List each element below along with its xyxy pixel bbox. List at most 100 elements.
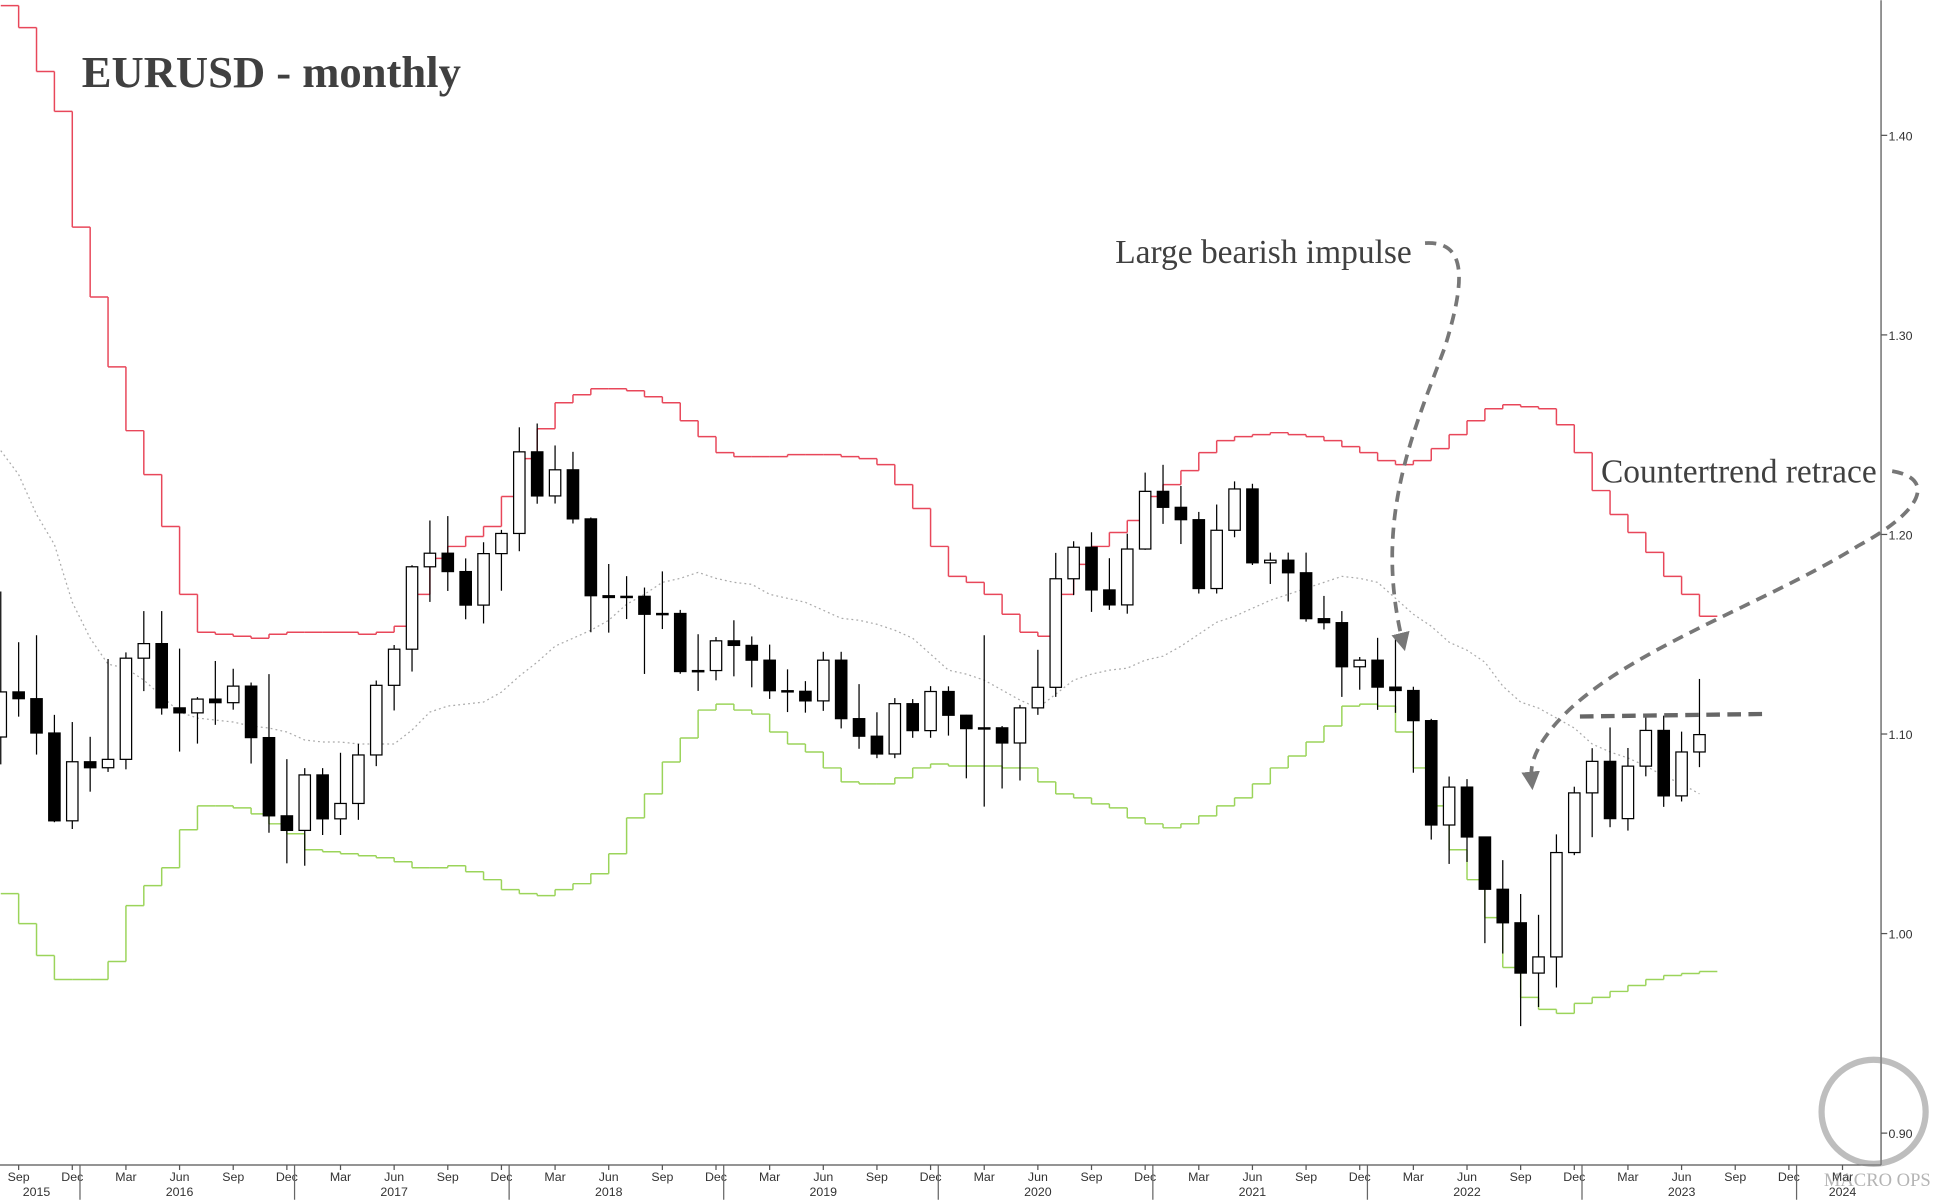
candle-body bbox=[1299, 572, 1313, 620]
candle-body bbox=[1532, 956, 1545, 974]
candle-body bbox=[1281, 559, 1295, 574]
candle-body bbox=[1192, 519, 1206, 590]
candle-body bbox=[173, 707, 186, 714]
candle-body bbox=[1156, 490, 1170, 508]
candle-body bbox=[763, 659, 776, 692]
candle-body bbox=[656, 612, 669, 616]
candle-body bbox=[298, 774, 312, 832]
candle-body bbox=[477, 552, 490, 606]
candle-body bbox=[1371, 659, 1384, 688]
x-year-label: 2018 bbox=[595, 1185, 623, 1199]
y-tick-label: 1.10 bbox=[1888, 728, 1912, 742]
x-tick-label: Dec bbox=[920, 1170, 942, 1184]
x-tick-label: Sep bbox=[1080, 1170, 1102, 1184]
x-tick-label: Sep bbox=[1295, 1170, 1317, 1184]
x-tick-label: Sep bbox=[1510, 1170, 1532, 1184]
candle-body bbox=[745, 644, 759, 661]
x-tick-label: Jun bbox=[384, 1170, 404, 1184]
candle-body bbox=[799, 690, 812, 702]
candle-body bbox=[1585, 760, 1599, 794]
x-tick-label: Jun bbox=[1028, 1170, 1048, 1184]
candle-body bbox=[1407, 689, 1420, 722]
candle-body bbox=[960, 714, 973, 730]
candle-body bbox=[834, 659, 848, 720]
candle-body bbox=[924, 690, 937, 732]
candle-body bbox=[209, 698, 222, 704]
candle-body bbox=[1514, 922, 1527, 974]
candle-body bbox=[316, 774, 329, 820]
candle-body bbox=[226, 685, 240, 704]
candle-body bbox=[602, 595, 616, 599]
candle-body bbox=[1210, 529, 1223, 590]
candle-body bbox=[1675, 751, 1688, 797]
chart-title: EURUSD - monthly bbox=[82, 47, 461, 97]
candle-body bbox=[1442, 786, 1456, 826]
candle-body bbox=[1246, 488, 1259, 564]
annotation: Countertrend retrace bbox=[1601, 453, 1877, 490]
candle-body bbox=[1120, 548, 1134, 606]
candle-body bbox=[1460, 786, 1474, 838]
x-year-label: 2023 bbox=[1668, 1185, 1696, 1199]
candle-body bbox=[244, 685, 258, 739]
y-tick-label: 1.30 bbox=[1888, 329, 1912, 343]
y-tick-label: 1.40 bbox=[1888, 129, 1912, 143]
x-year-label: 2020 bbox=[1024, 1185, 1052, 1199]
candle-body bbox=[942, 690, 955, 716]
x-tick-label: Mar bbox=[115, 1170, 136, 1184]
candle-body bbox=[1031, 686, 1045, 709]
candle-body bbox=[709, 640, 723, 672]
x-tick-label: Mar bbox=[1403, 1170, 1424, 1184]
candle-body bbox=[0, 691, 8, 738]
candle-body bbox=[1103, 589, 1116, 606]
candle-body bbox=[1496, 888, 1510, 924]
candle-body bbox=[1550, 851, 1563, 958]
candle-body bbox=[1353, 659, 1367, 668]
candle-body bbox=[1067, 546, 1080, 580]
candle-body bbox=[852, 718, 866, 737]
x-tick-label: Mar bbox=[1832, 1170, 1853, 1184]
candle-body bbox=[1228, 488, 1241, 531]
resistance-line bbox=[1579, 711, 1763, 719]
candle-body bbox=[888, 703, 902, 755]
candle-body bbox=[995, 727, 1009, 744]
x-tick-label: Mar bbox=[759, 1170, 780, 1184]
candle-body bbox=[352, 754, 365, 805]
candle-body bbox=[1085, 546, 1098, 591]
x-year-label: 2015 bbox=[23, 1185, 51, 1199]
candle-body bbox=[48, 732, 61, 822]
x-year-label: 2017 bbox=[380, 1185, 408, 1199]
y-tick-label: 0.90 bbox=[1888, 1127, 1912, 1141]
candle-body bbox=[727, 640, 741, 647]
candle-body bbox=[137, 642, 151, 659]
x-tick-label: Sep bbox=[866, 1170, 888, 1184]
x-tick-label: Dec bbox=[705, 1170, 727, 1184]
candle-body bbox=[1263, 559, 1277, 564]
candle-body bbox=[1478, 836, 1492, 890]
x-year-label: 2022 bbox=[1453, 1185, 1481, 1199]
candle-body bbox=[691, 669, 705, 673]
x-tick-label: Sep bbox=[1724, 1170, 1746, 1184]
candle-body bbox=[262, 736, 276, 817]
candle-body bbox=[405, 566, 419, 650]
x-tick-label: Dec bbox=[61, 1170, 83, 1184]
candle-body bbox=[65, 761, 79, 822]
x-tick-label: Dec bbox=[1349, 1170, 1371, 1184]
annotation-arrow bbox=[1521, 469, 1920, 791]
candle-body bbox=[1621, 765, 1635, 820]
candle-body bbox=[1603, 760, 1617, 820]
x-tick-label: Jun bbox=[1457, 1170, 1477, 1184]
watermark-text: MACRO OPS bbox=[1824, 1170, 1931, 1191]
candle-body bbox=[387, 648, 401, 686]
candle-body bbox=[566, 469, 580, 520]
x-tick-label: Mar bbox=[544, 1170, 565, 1184]
x-tick-label: Sep bbox=[437, 1170, 459, 1184]
x-tick-label: Jun bbox=[599, 1170, 619, 1184]
x-tick-label: Jun bbox=[1672, 1170, 1692, 1184]
x-tick-label: Mar bbox=[1188, 1170, 1209, 1184]
watermark-logo: MACRO OPS bbox=[1818, 1056, 1931, 1191]
candle-body bbox=[781, 690, 794, 693]
candle-body bbox=[1174, 506, 1188, 521]
